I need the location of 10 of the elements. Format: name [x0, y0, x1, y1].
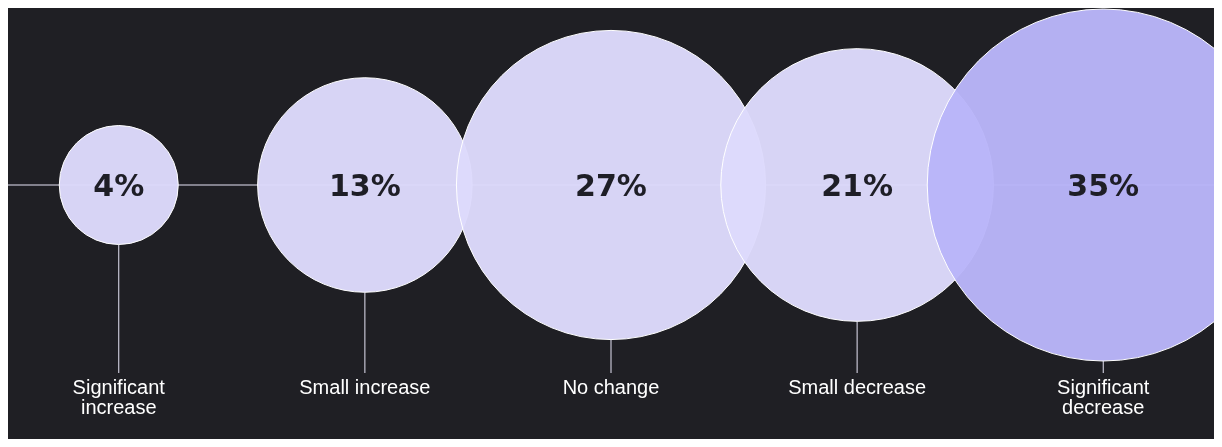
category-label: Significant increase: [72, 376, 166, 419]
category-label: Significant decrease: [1057, 376, 1150, 419]
data-label: 13%: [328, 167, 401, 203]
data-label: 35%: [1067, 167, 1140, 203]
category-label: No change: [562, 376, 660, 399]
data-label: 27%: [575, 167, 647, 203]
category-label: Small decrease: [788, 376, 927, 399]
data-label: 21%: [821, 167, 894, 203]
category-label: Small increase: [299, 376, 431, 399]
data-label: 4%: [93, 167, 145, 203]
